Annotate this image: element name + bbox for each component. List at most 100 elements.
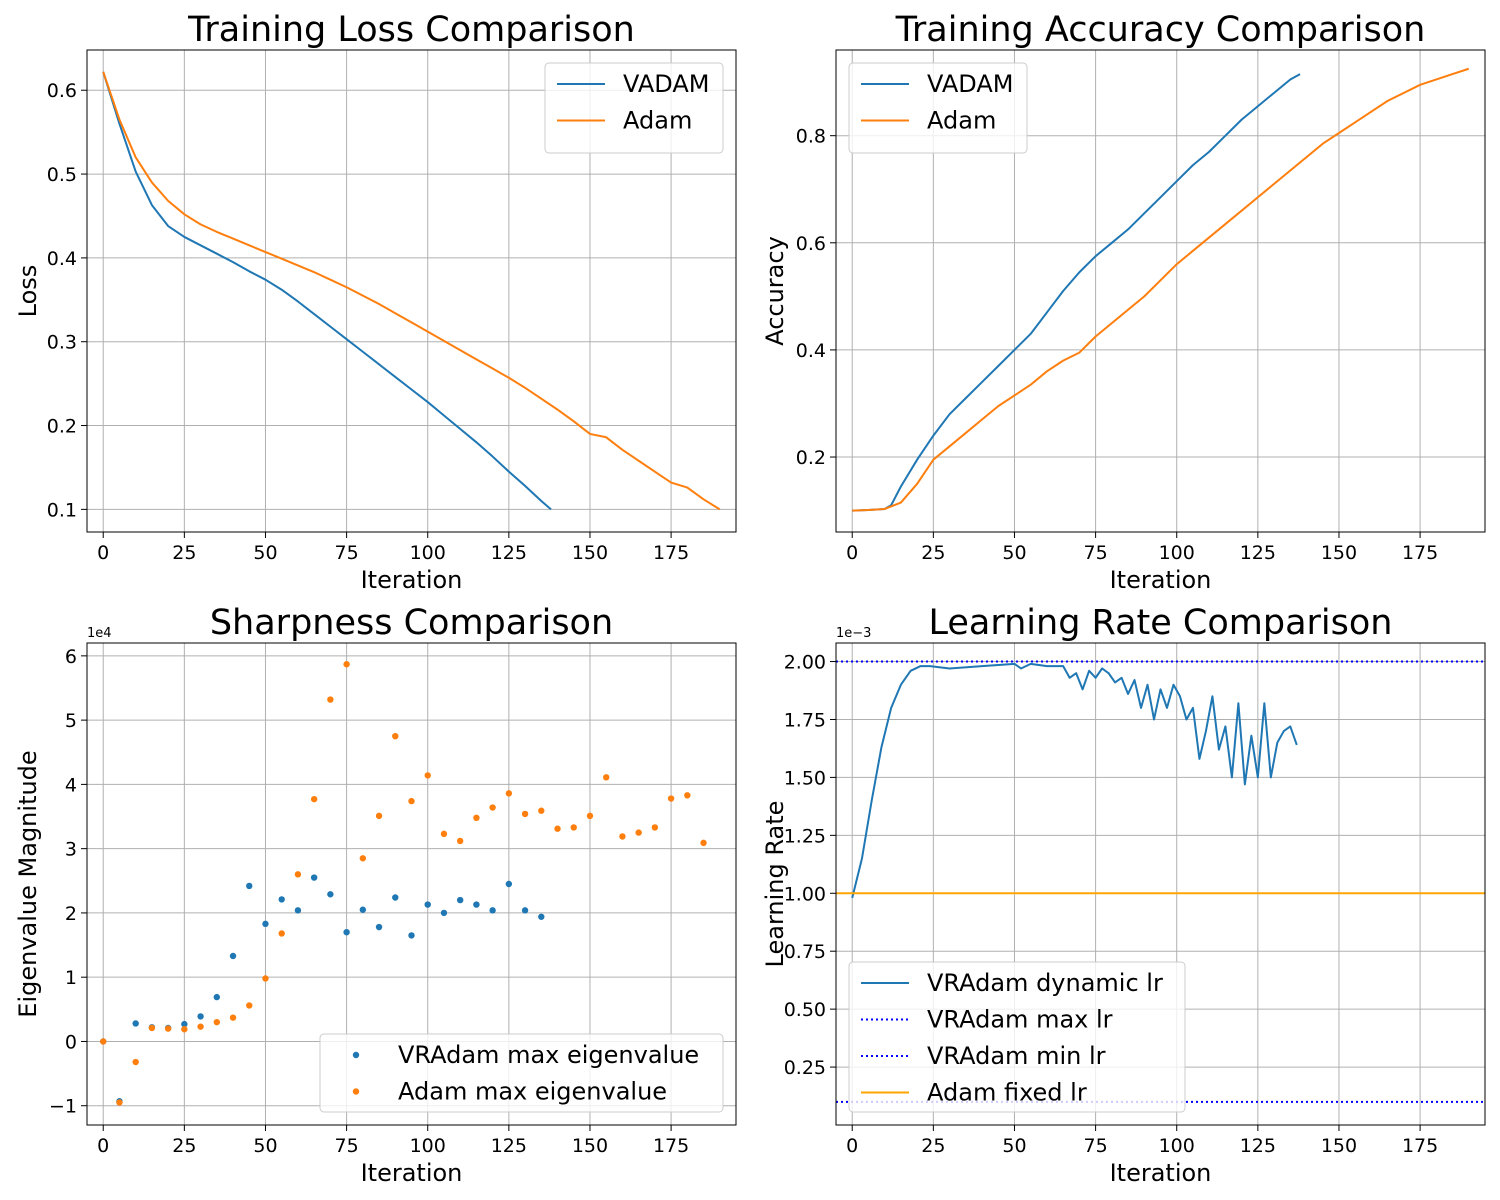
- x-tick-label: 150: [572, 542, 608, 564]
- x-tick-label: 150: [1321, 542, 1357, 564]
- axes-frame: [86, 642, 737, 1126]
- legend-box: [848, 961, 1186, 1113]
- point-adam-max-eigenvalue: [667, 795, 675, 802]
- legend-label: Adam max eigenvalue: [398, 1078, 667, 1106]
- point-adam-max-eigenvalue: [570, 824, 577, 831]
- panel-2: 0 25 50 75 100 125 150 175 0.2 0.4 0.6 0.8 Training …: [761, 10, 1486, 594]
- point-adam-max-eigenvalue: [651, 824, 659, 831]
- x-tick-label: 175: [1402, 1135, 1438, 1157]
- y-tick-label: 0.8: [796, 126, 826, 148]
- y-axis-label: Learning Rate: [761, 801, 789, 968]
- y-tick-label: 3: [65, 839, 77, 861]
- plot-area: [836, 660, 1485, 1103]
- axes-frame: [835, 49, 1486, 533]
- point-adam-max-eigenvalue: [440, 830, 448, 838]
- x-axis-label: Iteration: [361, 566, 463, 594]
- point-vradam-max-eigenvalue: [278, 896, 285, 903]
- chart-title: Training Loss Comparison: [187, 10, 635, 50]
- x-tick-label: 25: [921, 542, 945, 564]
- x-tick-label: 125: [491, 1135, 527, 1157]
- point-vradam-max-eigenvalue: [473, 901, 480, 908]
- x-tick-label: 100: [1159, 542, 1195, 564]
- x-tick-label: 125: [1240, 542, 1276, 564]
- x-tick-label: 50: [253, 542, 277, 564]
- x-tick-label: 100: [1159, 1135, 1195, 1157]
- plot-area: [102, 71, 721, 511]
- point-adam-max-eigenvalue: [278, 930, 285, 937]
- series-vradam-dynamic-lr: [851, 662, 1298, 899]
- point-adam-max-eigenvalue: [521, 810, 529, 818]
- plot-area: [852, 67, 1470, 512]
- x-tick-label: 50: [253, 1135, 277, 1157]
- x-tick-label: 75: [1084, 1135, 1108, 1157]
- point-vradam-max-eigenvalue: [538, 913, 545, 920]
- legend-label: VRAdam max eigenvalue: [398, 1041, 699, 1069]
- x-tick-label: 75: [335, 1135, 359, 1157]
- x-tick-label: 25: [172, 1135, 196, 1157]
- x-axis-label: Iteration: [1110, 1159, 1212, 1187]
- point-vradam-max-eigenvalue: [181, 1020, 188, 1028]
- point-vradam-max-eigenvalue: [310, 874, 318, 881]
- point-adam-max-eigenvalue: [554, 825, 561, 832]
- axes-frame: [835, 642, 1486, 1126]
- y-tick-label: 0.4: [47, 248, 77, 270]
- y-tick-label: 0.6: [796, 233, 826, 255]
- point-adam-max-eigenvalue: [392, 732, 399, 740]
- y-axis-label: Eigenvalue Magnitude: [14, 750, 42, 1017]
- point-vradam-max-eigenvalue: [440, 909, 448, 917]
- y-tick-label: 1.75: [784, 709, 826, 731]
- x-tick-label: 75: [335, 542, 359, 564]
- legend-label: VADAM: [927, 70, 1013, 98]
- x-tick-label: 175: [653, 1135, 689, 1157]
- point-vradam-max-eigenvalue: [489, 907, 496, 914]
- series-vadam: [102, 71, 552, 511]
- axes-frame: [86, 49, 737, 533]
- legend-label: Adam: [623, 107, 692, 135]
- point-adam-max-eigenvalue: [538, 807, 545, 814]
- legend-box: [319, 1033, 724, 1113]
- point-adam-max-eigenvalue: [327, 696, 334, 703]
- point-vradam-max-eigenvalue: [294, 907, 302, 914]
- x-tick-label: 125: [491, 542, 527, 564]
- y-tick-label: 1: [65, 967, 77, 989]
- point-adam-max-eigenvalue: [343, 661, 350, 668]
- point-adam-max-eigenvalue: [700, 839, 707, 847]
- y-tick-label: 0.6: [47, 80, 77, 102]
- point-adam-max-eigenvalue: [359, 855, 367, 862]
- point-adam-max-eigenvalue: [375, 812, 383, 820]
- x-tick-label: 75: [1084, 542, 1108, 564]
- x-tick-label: 150: [1321, 1135, 1357, 1157]
- y-tick-label: 1.25: [784, 825, 826, 847]
- y-tick-label: 0.2: [796, 447, 826, 469]
- x-axis-label: Iteration: [1110, 566, 1212, 594]
- panel-1: 0 25 50 75 100 125 150 175 0.1 0.2 0.3 0.4 0.5 0.6 Tra…: [14, 10, 737, 594]
- legend-box: [848, 62, 1028, 154]
- point-adam-max-eigenvalue: [619, 833, 626, 840]
- point-vradam-max-eigenvalue: [343, 929, 350, 936]
- chart-title: Learning Rate Comparison: [928, 603, 1392, 643]
- y-tick-label: 6: [65, 646, 77, 668]
- point-adam-max-eigenvalue: [262, 975, 269, 982]
- point-adam-max-eigenvalue: [181, 1026, 188, 1033]
- legend-marker: [352, 1051, 360, 1059]
- point-adam-max-eigenvalue: [197, 1023, 204, 1030]
- x-tick-label: 0: [97, 542, 109, 564]
- point-vradam-max-eigenvalue: [229, 952, 237, 960]
- point-vradam-max-eigenvalue: [505, 880, 513, 888]
- y-tick-label: 0.4: [796, 340, 826, 362]
- legend: VRAdam dynamic lr VRAdam max lr VRAdam min…: [848, 961, 1186, 1113]
- legend-label: VADAM: [623, 70, 709, 98]
- y-tick-label: 4: [65, 774, 77, 796]
- y-tick-label: 0.50: [784, 999, 826, 1021]
- point-adam-max-eigenvalue: [310, 795, 318, 803]
- point-adam-max-eigenvalue: [100, 1038, 107, 1045]
- point-vradam-max-eigenvalue: [132, 1020, 139, 1027]
- point-adam-max-eigenvalue: [489, 804, 496, 811]
- chart-title: Training Accuracy Comparison: [895, 10, 1426, 50]
- panel-4: 0 25 50 75 100 125 150 175 0.25 0.50 0.75 1.00 1.25 1…: [761, 603, 1486, 1187]
- point-vradam-max-eigenvalue: [408, 932, 415, 939]
- point-adam-max-eigenvalue: [424, 772, 431, 779]
- legend-label: VRAdam dynamic lr: [927, 969, 1163, 997]
- x-tick-label: 0: [846, 1135, 858, 1157]
